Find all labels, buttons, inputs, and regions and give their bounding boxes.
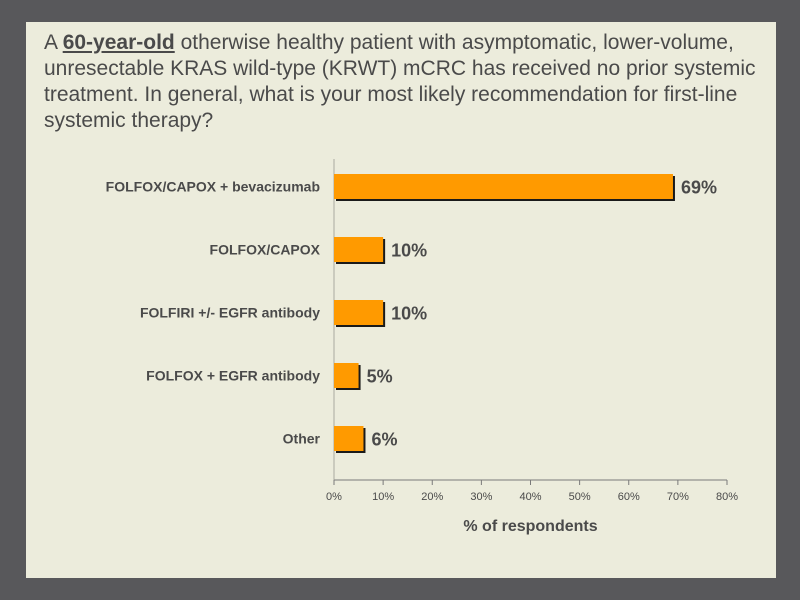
- value-label: 10%: [391, 241, 427, 261]
- slide: A 60-year-old otherwise healthy patient …: [26, 22, 776, 578]
- category-label: FOLFOX/CAPOX: [210, 242, 321, 258]
- question-text: A 60-year-old otherwise healthy patient …: [44, 30, 764, 134]
- bar-chart: 0% 10% 20% 30% 40% 50% 60% 70% 80% FOLFOX/CAPOX …: [106, 159, 738, 535]
- labels: FOLFOX/CAPOX + bevacizumab 69% FOLFOX/CAPO…: [106, 178, 717, 450]
- x-tick-label: 50%: [569, 491, 591, 503]
- bar: [334, 426, 364, 451]
- x-tick-label: 40%: [519, 491, 541, 503]
- category-label: FOLFOX/CAPOX + bevacizumab: [106, 179, 320, 195]
- x-tick-label: 60%: [618, 491, 640, 503]
- x-tick-label: 70%: [667, 491, 689, 503]
- x-axis-title: % of respondents: [463, 518, 597, 535]
- x-tick-label: 10%: [372, 491, 394, 503]
- bar: [334, 363, 359, 388]
- x-tick-label: 80%: [716, 491, 738, 503]
- value-label: 10%: [391, 304, 427, 324]
- question-prefix: A: [44, 31, 63, 54]
- question-emphasis: 60-year-old: [62, 31, 175, 54]
- x-axis: 0% 10% 20% 30% 40% 50% 60% 70% 80%: [326, 159, 738, 503]
- value-label: 5%: [367, 367, 393, 387]
- category-label: Other: [283, 431, 321, 447]
- question-rest: otherwise healthy patient with asymptoma…: [44, 31, 756, 132]
- bar: [334, 174, 673, 199]
- x-tick-label: 30%: [470, 491, 492, 503]
- category-label: FOLFIRI +/- EGFR antibody: [140, 305, 320, 321]
- value-label: 6%: [371, 430, 397, 450]
- bar: [334, 300, 384, 325]
- x-tick-label: 0%: [326, 491, 342, 503]
- bar: [334, 237, 384, 262]
- category-label: FOLFOX + EGFR antibody: [146, 368, 320, 384]
- x-tick-label: 20%: [421, 491, 443, 503]
- bars: [334, 174, 675, 453]
- value-label: 69%: [681, 178, 717, 198]
